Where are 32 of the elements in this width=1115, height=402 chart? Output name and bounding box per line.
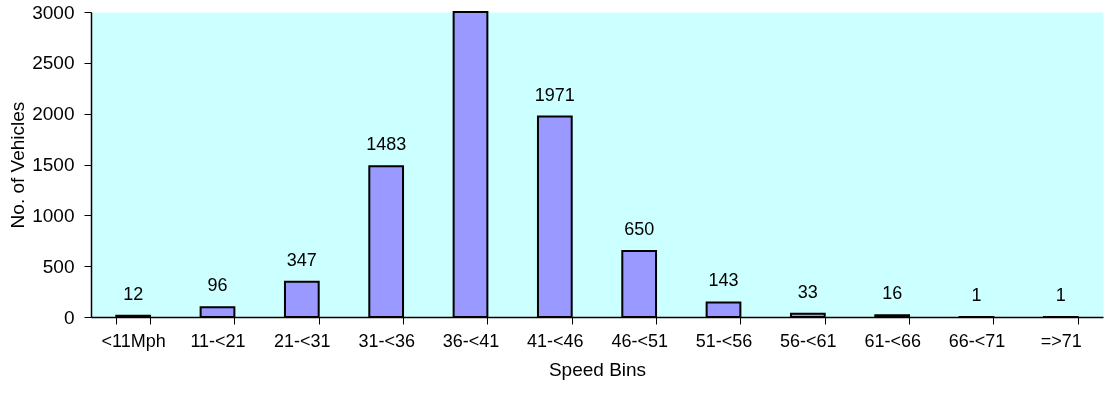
y-tick-label: 3000: [32, 1, 75, 23]
data-label: 12: [123, 283, 144, 304]
y-tick-label: 500: [42, 255, 75, 277]
x-tick-label: 31-<36: [358, 330, 415, 351]
x-tick-label: =>71: [1040, 330, 1082, 351]
y-axis-title: No. of Vehicles: [7, 101, 29, 229]
data-label: 1: [1055, 284, 1066, 305]
data-label: 1: [971, 284, 982, 305]
data-label: 96: [207, 275, 228, 296]
data-label: 347: [286, 249, 317, 270]
data-label: 143: [708, 270, 739, 291]
y-tick-label: 0: [63, 306, 75, 328]
x-tick-label: 41-<46: [527, 330, 584, 351]
y-tick-label: 2000: [32, 103, 75, 125]
data-label: 16: [882, 283, 903, 304]
y-tick-label: 2500: [32, 52, 75, 74]
x-tick-label: 61-<66: [864, 330, 921, 351]
data-label: 33: [797, 281, 818, 302]
data-label: 1971: [534, 84, 575, 105]
x-tick-label: <11Mph: [101, 330, 166, 351]
x-tick-label: 11-<21: [190, 330, 246, 351]
data-label: 650: [624, 218, 655, 239]
x-tick-label: 51-<56: [695, 330, 753, 351]
y-tick-label: 1000: [32, 204, 75, 226]
x-axis-title: Speed Bins: [548, 358, 647, 380]
y-tick-label: 1500: [32, 154, 75, 175]
x-tick-label: 46-<51: [611, 330, 668, 351]
x-tick-label: 36-<41: [442, 330, 500, 351]
x-tick-label: 66-<71: [948, 330, 1006, 351]
data-label: 1483: [366, 134, 407, 155]
x-tick-label: 56-<61: [780, 330, 837, 351]
x-tick-label: 21-<31: [274, 330, 331, 351]
